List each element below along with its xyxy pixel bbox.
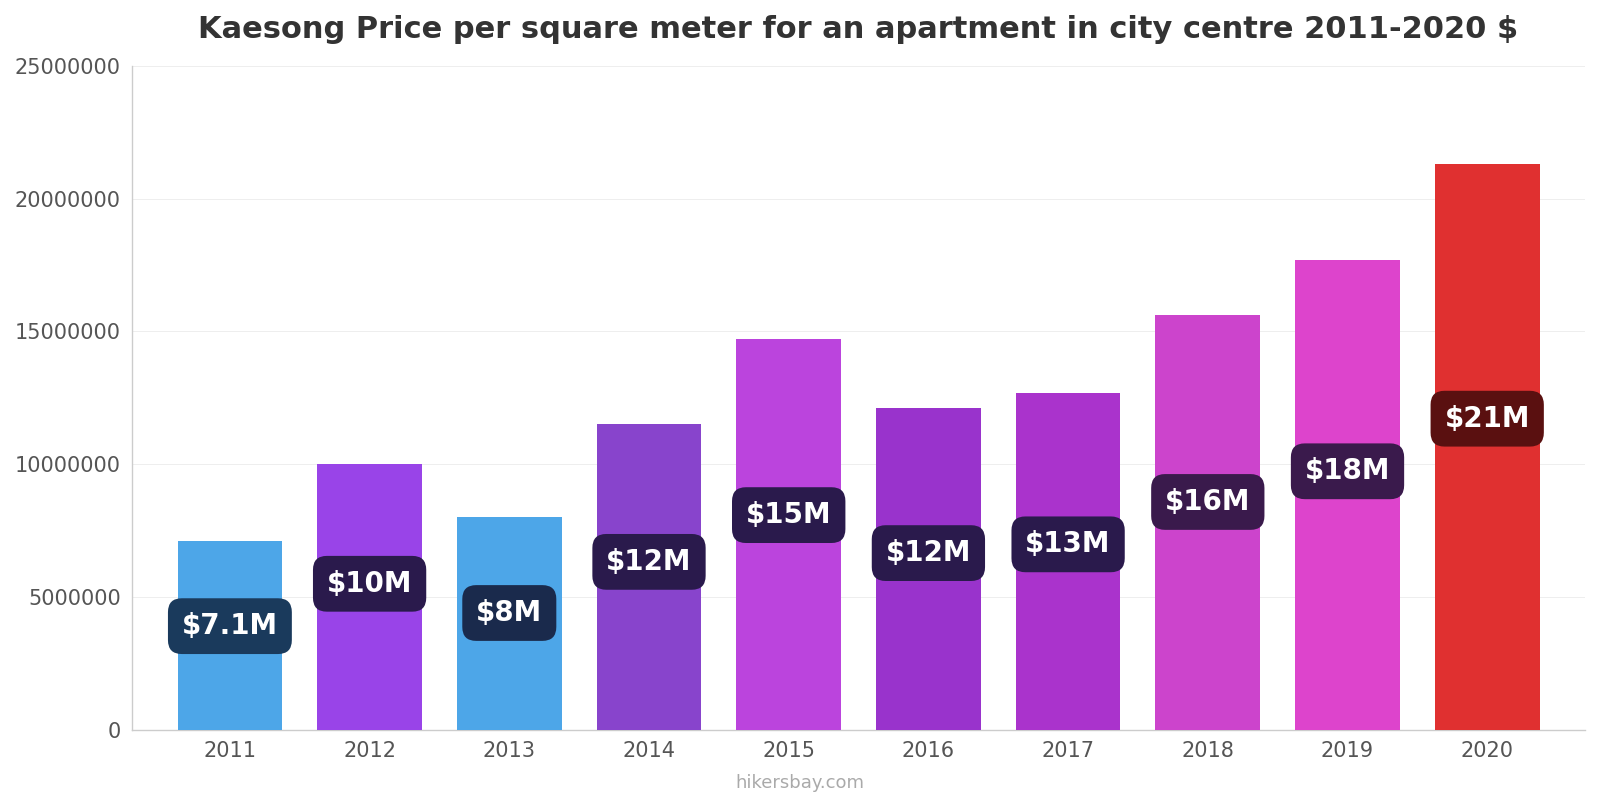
- Bar: [877, 409, 981, 730]
- Text: $15M: $15M: [746, 501, 832, 529]
- Bar: [178, 542, 282, 730]
- Bar: [736, 339, 842, 730]
- Bar: [317, 464, 422, 730]
- Text: $16M: $16M: [1165, 488, 1251, 516]
- Text: $12M: $12M: [606, 548, 691, 576]
- Text: $8M: $8M: [477, 599, 542, 627]
- Text: $7.1M: $7.1M: [182, 612, 278, 640]
- Text: $18M: $18M: [1304, 458, 1390, 486]
- Text: $10M: $10M: [326, 570, 413, 598]
- Bar: [1294, 260, 1400, 730]
- Text: $13M: $13M: [1026, 530, 1110, 558]
- Bar: [458, 518, 562, 730]
- Bar: [1155, 315, 1261, 730]
- Text: $21M: $21M: [1445, 405, 1530, 433]
- Title: Kaesong Price per square meter for an apartment in city centre 2011-2020 $: Kaesong Price per square meter for an ap…: [198, 15, 1518, 44]
- Text: hikersbay.com: hikersbay.com: [736, 774, 864, 792]
- Bar: [597, 424, 701, 730]
- Text: $12M: $12M: [886, 539, 971, 567]
- Bar: [1016, 393, 1120, 730]
- Bar: [1435, 164, 1539, 730]
